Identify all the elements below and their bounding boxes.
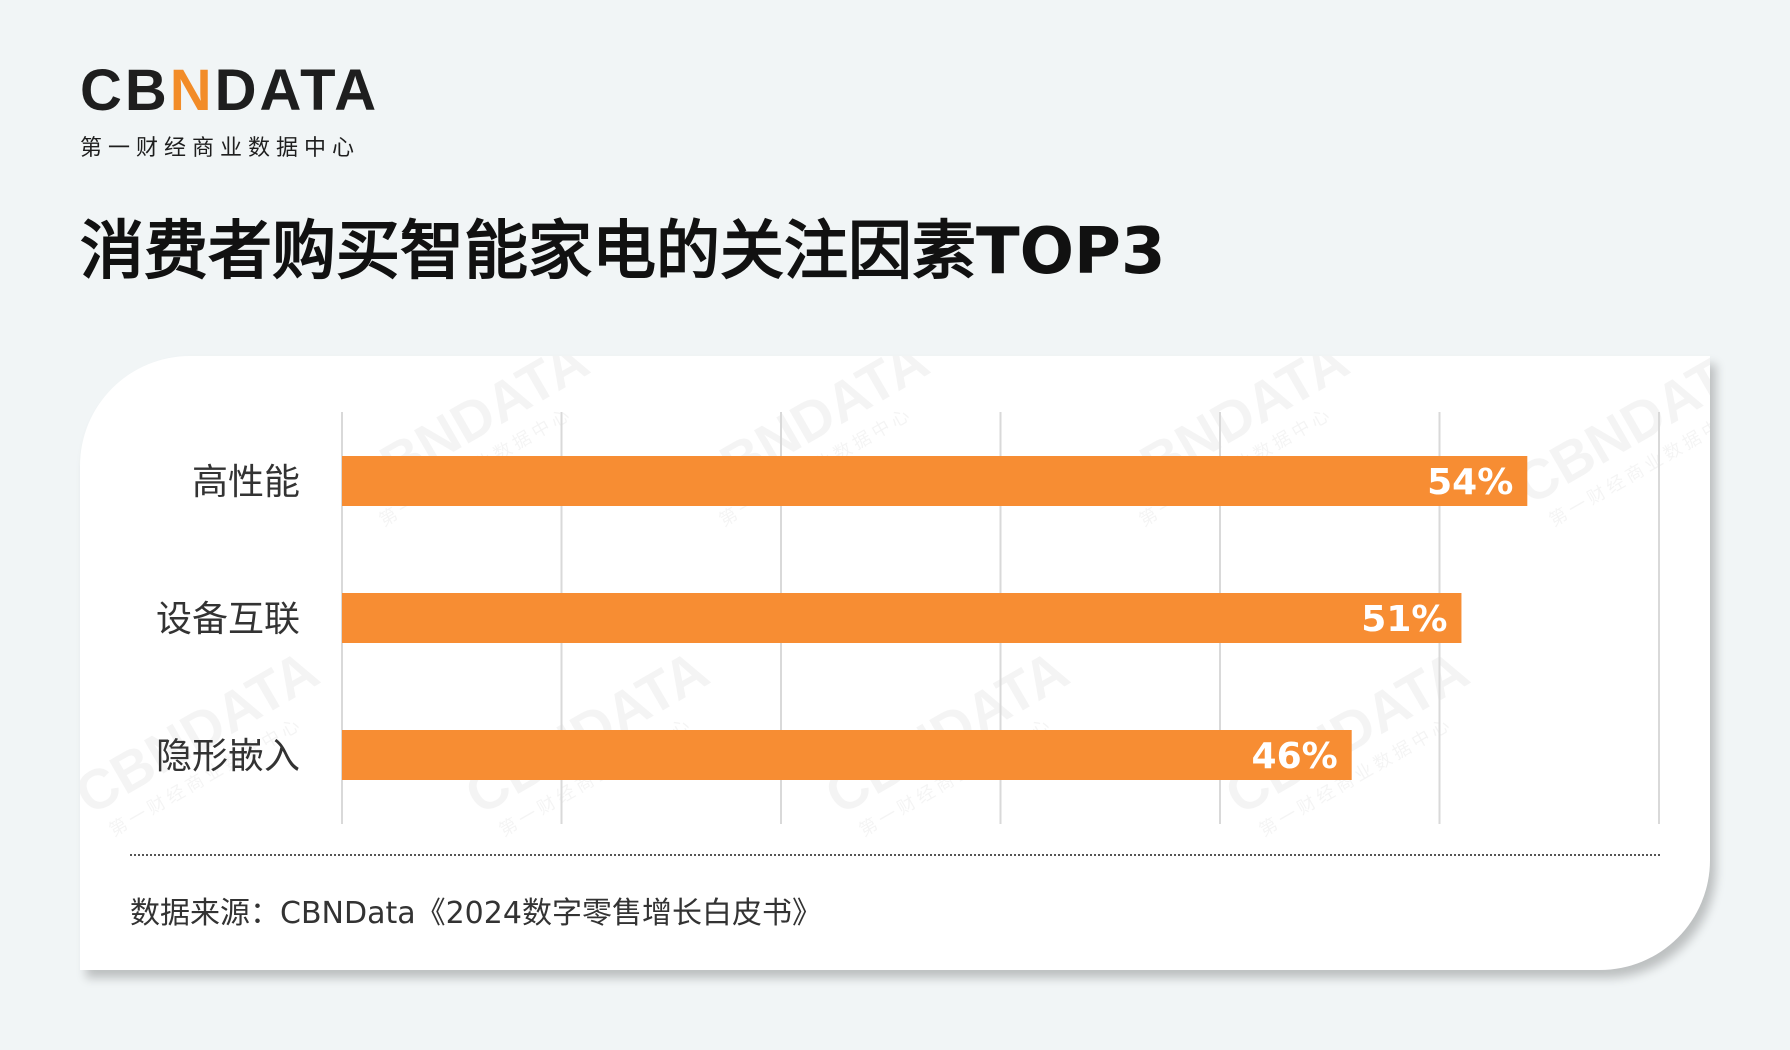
- logo-text-data: DATA: [214, 58, 380, 123]
- bar: [342, 730, 1352, 780]
- bar: [342, 593, 1462, 643]
- logo-text-cb: CB: [80, 58, 170, 123]
- page-title: 消费者购买智能家电的关注因素TOP3: [80, 215, 1166, 289]
- category-label: 设备互联: [156, 599, 300, 640]
- source-note: 数据来源：CBNData《2024数字零售增长白皮书》: [130, 896, 822, 931]
- logo-subtitle: 第一财经商业数据中心: [80, 136, 361, 161]
- value-label: 51%: [1361, 599, 1447, 640]
- logo-wordmark: CBNDATA: [80, 62, 379, 120]
- value-label: 54%: [1427, 462, 1513, 503]
- logo-text-n: N: [169, 58, 215, 123]
- bar: [342, 456, 1528, 506]
- footer-divider: [130, 854, 1660, 856]
- cbndata-logo: CBNDATA 第一财经商业数据中心: [80, 62, 379, 162]
- category-label: 高性能: [192, 462, 300, 503]
- category-label: 隐形嵌入: [156, 736, 300, 777]
- value-labels: 54% 51% 46%: [1252, 462, 1514, 777]
- value-label: 46%: [1252, 736, 1338, 777]
- bars: [342, 456, 1528, 780]
